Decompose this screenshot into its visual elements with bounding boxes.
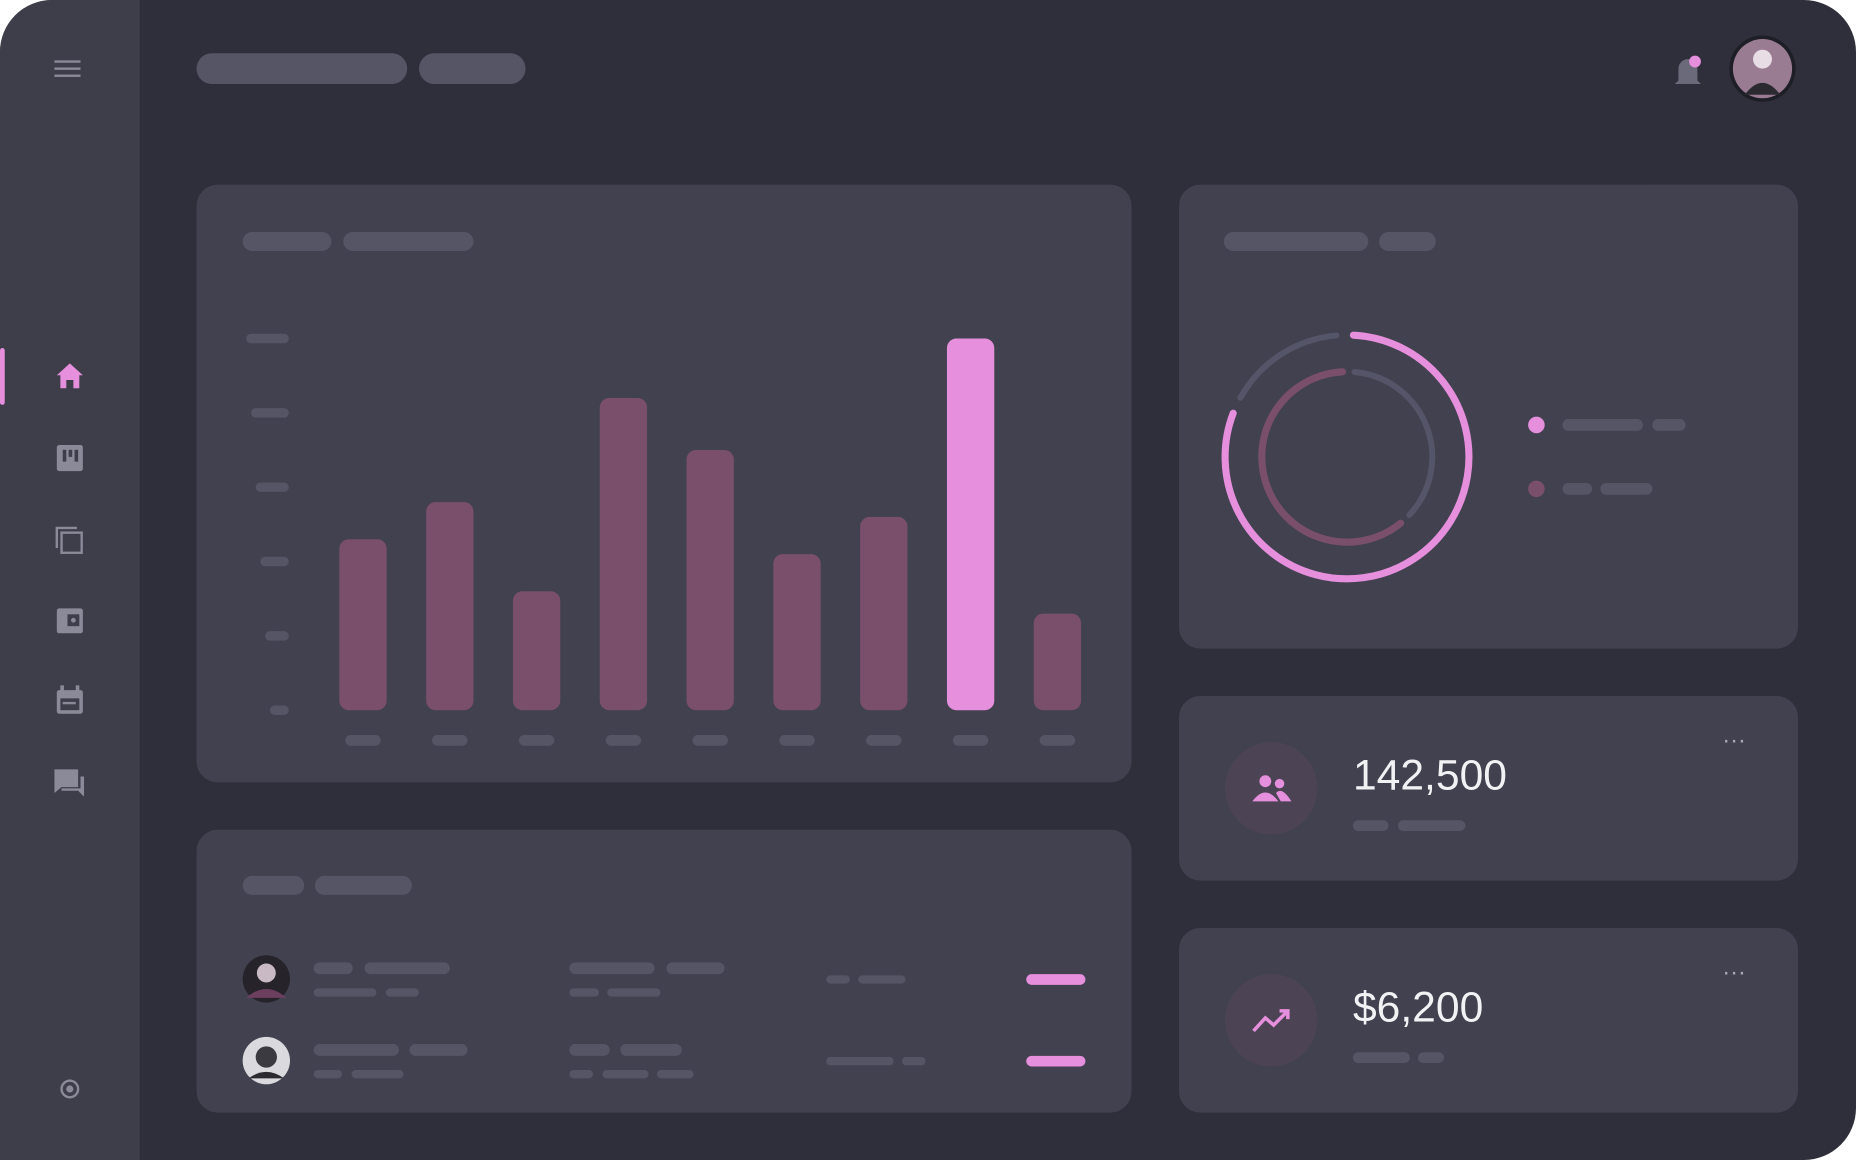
legend-dot — [1528, 480, 1545, 498]
donut-track — [1351, 369, 1436, 518]
breadcrumb-placeholder — [419, 53, 526, 85]
bar — [1033, 613, 1082, 711]
x-tick-placeholder — [432, 735, 468, 746]
title-placeholder — [1223, 232, 1369, 251]
legend-dot — [1528, 416, 1545, 434]
sidebar — [0, 0, 140, 1160]
stat-value: 142,500 — [1353, 752, 1507, 800]
stat-card — [1178, 928, 1798, 1113]
bar — [686, 450, 734, 711]
title-placeholder — [343, 232, 474, 251]
stat-icon-bg — [1225, 974, 1318, 1067]
list-card — [196, 829, 1132, 1113]
chat-icon[interactable] — [54, 769, 85, 797]
donut-track — [1237, 332, 1340, 401]
title-placeholder — [1378, 232, 1436, 251]
notification-bell[interactable] — [1674, 55, 1701, 85]
donut-arc — [1258, 368, 1405, 546]
list-row[interactable] — [242, 955, 1086, 1003]
y-tick-placeholder — [265, 631, 289, 641]
x-tick-placeholder — [518, 735, 555, 746]
y-tick-placeholder — [246, 333, 289, 344]
legend-placeholder — [1652, 419, 1686, 431]
y-tick-placeholder — [255, 482, 289, 492]
stat-placeholder — [1397, 820, 1466, 831]
stat-card — [1178, 696, 1798, 881]
active-indicator — [0, 348, 5, 405]
stat-value: $6,200 — [1353, 984, 1483, 1032]
wallet-icon[interactable] — [56, 608, 83, 634]
bar — [512, 591, 561, 711]
gallery-icon[interactable] — [55, 526, 83, 554]
home-icon[interactable] — [56, 363, 83, 389]
title-placeholder — [314, 875, 412, 895]
y-tick-placeholder — [269, 705, 289, 715]
donut-card — [1178, 184, 1798, 649]
legend-placeholder — [1562, 419, 1643, 431]
x-tick-placeholder — [692, 735, 728, 746]
y-tick-placeholder — [250, 408, 289, 418]
stat-placeholder — [1418, 1052, 1445, 1063]
bar — [599, 397, 648, 711]
title-placeholder — [242, 232, 332, 251]
bar — [426, 502, 474, 711]
x-tick-placeholder — [1039, 735, 1076, 746]
trend-icon — [1252, 1009, 1290, 1033]
x-tick-placeholder — [866, 735, 902, 746]
list-row[interactable] — [242, 1036, 1086, 1085]
x-tick-placeholder — [952, 735, 989, 746]
bar — [339, 539, 387, 711]
y-tick-placeholder — [260, 556, 289, 567]
calendar-icon[interactable] — [56, 685, 83, 714]
stat-placeholder — [1352, 820, 1389, 831]
board-icon[interactable] — [56, 445, 83, 472]
more-button[interactable]: ··· — [1722, 728, 1746, 754]
bar — [773, 554, 821, 711]
bar — [946, 338, 995, 711]
theme-toggle[interactable] — [60, 1079, 80, 1099]
stat-placeholder — [1352, 1052, 1410, 1063]
x-tick-placeholder — [605, 735, 642, 746]
title-placeholder — [242, 875, 305, 895]
breadcrumb-placeholder — [196, 53, 408, 85]
legend-placeholder — [1562, 482, 1593, 495]
menu-button[interactable] — [54, 60, 81, 77]
x-tick-placeholder — [779, 735, 815, 746]
users-icon — [1252, 775, 1292, 802]
donut-arc — [1221, 331, 1473, 583]
bar — [860, 516, 908, 711]
x-tick-placeholder — [345, 735, 381, 746]
more-button[interactable]: ··· — [1722, 960, 1746, 986]
user-avatar[interactable] — [1729, 35, 1796, 102]
legend-placeholder — [1600, 482, 1653, 495]
stat-icon-bg — [1225, 742, 1318, 835]
